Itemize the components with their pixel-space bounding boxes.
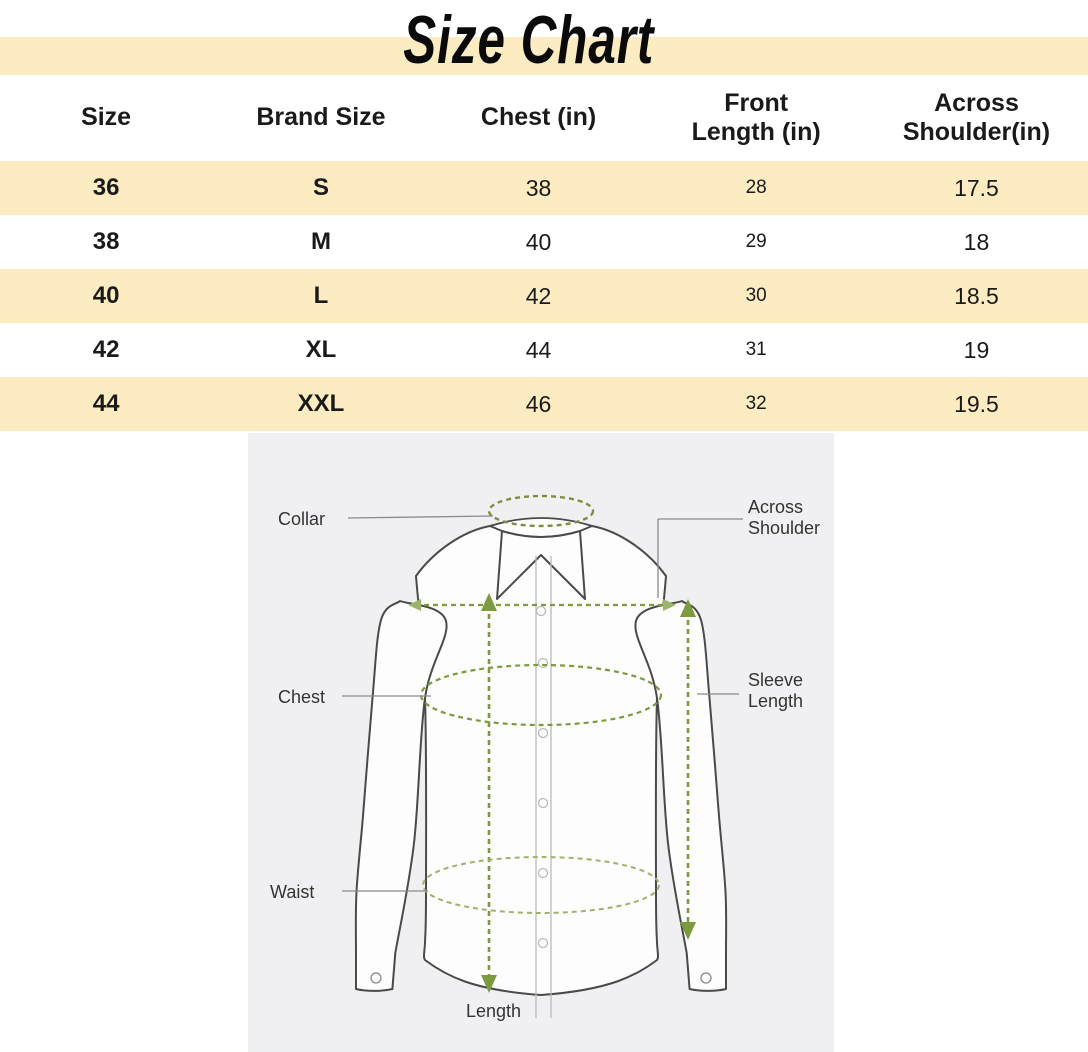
svg-text:Chest: Chest [278, 687, 325, 707]
svg-text:Sleeve: Sleeve [748, 670, 803, 690]
svg-text:Collar: Collar [278, 509, 325, 529]
svg-text:Length: Length [466, 1001, 521, 1021]
svg-text:Shoulder: Shoulder [748, 518, 820, 538]
svg-text:Across: Across [748, 497, 803, 517]
svg-text:Waist: Waist [270, 882, 314, 902]
svg-text:Length: Length [748, 691, 803, 711]
